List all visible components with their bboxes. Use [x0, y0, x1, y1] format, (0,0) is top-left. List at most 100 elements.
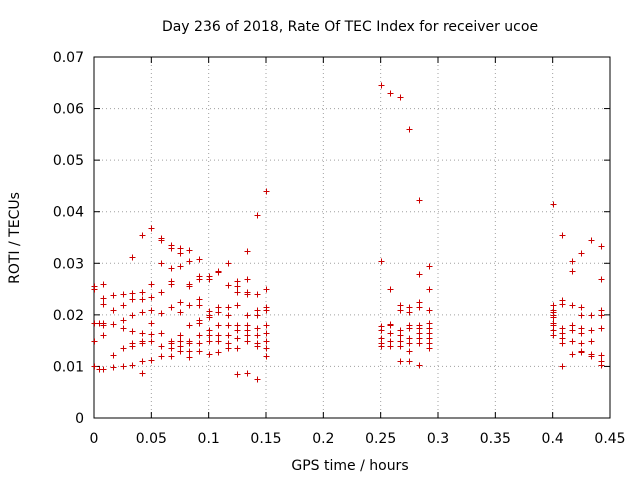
data-point [426, 286, 433, 293]
data-point [569, 302, 576, 309]
data-point [588, 327, 595, 334]
data-point [378, 82, 385, 89]
data-point [139, 232, 146, 239]
data-point [387, 330, 394, 337]
data-point [244, 338, 251, 345]
data-point [177, 332, 184, 339]
data-point [397, 94, 404, 101]
data-point [406, 309, 413, 316]
y-tick-label: 0.03 [53, 256, 84, 272]
data-point [378, 343, 385, 350]
x-tick-label: 0.1 [198, 431, 220, 447]
data-point [397, 332, 404, 339]
data-point [588, 312, 595, 319]
y-tick-label: 0.06 [53, 102, 84, 118]
x-tick-label: 0.25 [365, 431, 396, 447]
data-point [263, 188, 270, 195]
data-point [129, 290, 136, 297]
data-point [100, 281, 107, 288]
data-point [598, 325, 605, 332]
data-point [168, 281, 175, 288]
data-point [426, 307, 433, 314]
data-point [139, 289, 146, 296]
x-tick-label: 0.05 [136, 431, 167, 447]
data-point [186, 322, 193, 329]
data-point [598, 243, 605, 250]
data-point [387, 90, 394, 97]
data-point [177, 263, 184, 270]
data-point [215, 309, 222, 316]
data-point [254, 332, 261, 339]
data-point [263, 353, 270, 360]
y-tick-label: 0.02 [53, 308, 84, 324]
data-point [263, 286, 270, 293]
data-point [569, 268, 576, 275]
data-point [196, 296, 203, 303]
data-point [120, 363, 127, 370]
data-point [110, 321, 117, 328]
data-point [578, 330, 585, 337]
data-point [426, 345, 433, 352]
x-tick-label: 0.35 [480, 431, 511, 447]
data-point [387, 286, 394, 293]
data-point [578, 349, 585, 356]
x-axis-label: GPS time / hours [291, 458, 408, 474]
data-point [559, 232, 566, 239]
data-point [120, 302, 127, 309]
data-point [168, 353, 175, 360]
grid-lines [94, 57, 610, 418]
data-point [158, 289, 165, 296]
data-point [598, 362, 605, 369]
data-point [263, 307, 270, 314]
data-point [416, 340, 423, 347]
data-point [177, 299, 184, 306]
data-point [158, 310, 165, 317]
x-tick-label: 0.2 [312, 431, 334, 447]
chart-title: Day 236 of 2018, Rate Of TEC Index for r… [162, 19, 538, 35]
data-point [148, 338, 155, 345]
data-point [110, 307, 117, 314]
data-point [196, 302, 203, 309]
data-point [186, 340, 193, 347]
data-point [225, 304, 232, 311]
data-point [234, 283, 241, 290]
data-point [578, 340, 585, 347]
y-tick-label: 0.01 [53, 359, 84, 375]
data-point [148, 320, 155, 327]
data-point [406, 358, 413, 365]
data-point [158, 330, 165, 337]
data-point [244, 332, 251, 339]
data-point [148, 294, 155, 301]
data-point [406, 340, 413, 347]
data-point [225, 345, 232, 352]
data-points [91, 82, 605, 383]
data-point [100, 322, 107, 329]
data-point [416, 271, 423, 278]
data-point [177, 309, 184, 316]
x-tick-label: 0 [90, 431, 99, 447]
data-point [215, 338, 222, 345]
data-point [225, 322, 232, 329]
data-point [578, 304, 585, 311]
data-point [254, 212, 261, 219]
data-point [91, 363, 98, 370]
data-point [206, 314, 213, 321]
data-point [225, 312, 232, 319]
data-point [416, 197, 423, 204]
data-point [263, 338, 270, 345]
data-point [569, 258, 576, 265]
data-point [559, 340, 566, 347]
data-point [148, 307, 155, 314]
data-point [148, 281, 155, 288]
data-point [397, 307, 404, 314]
data-point [416, 304, 423, 311]
data-point [406, 126, 413, 133]
data-point [100, 295, 107, 302]
data-point [215, 322, 222, 329]
data-point [129, 328, 136, 335]
data-point [148, 225, 155, 232]
data-point [148, 357, 155, 364]
data-point [598, 312, 605, 319]
data-point [588, 237, 595, 244]
plot-frame [93, 56, 611, 419]
